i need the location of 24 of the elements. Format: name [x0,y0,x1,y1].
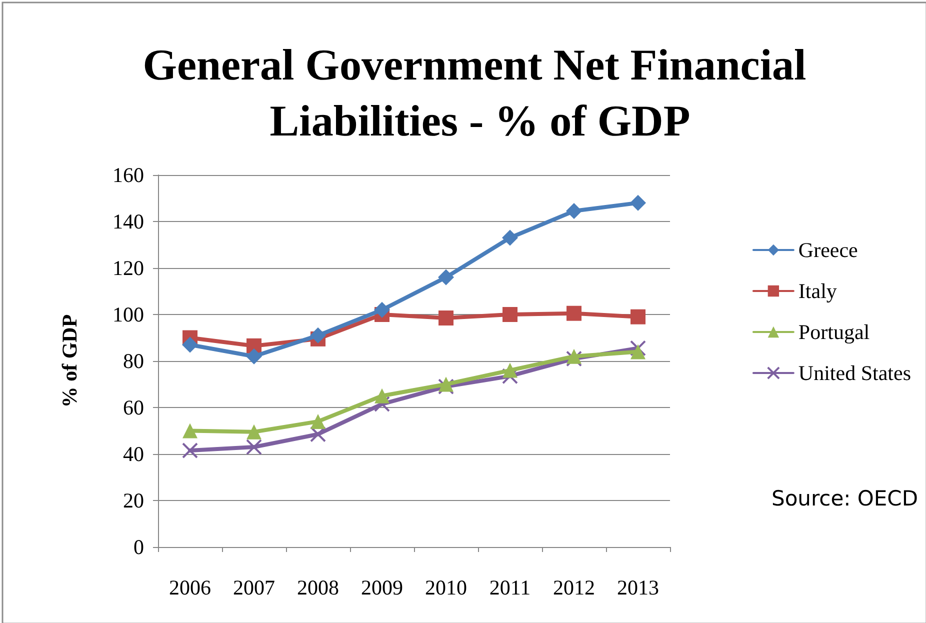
source-note: Source: OECD [771,486,918,510]
y-tick-label: 20 [123,488,144,512]
chart-title: General Government Net Financial Liabilities - % of GDP [142,40,818,146]
legend-label: United States [798,361,912,385]
x-tick-label: 2010 [425,576,467,600]
y-tick-label: 120 [112,256,144,280]
legend-label: Greece [798,238,858,262]
x-tick-label: 2008 [297,576,339,600]
y-tick-label: 160 [112,163,144,187]
y-tick-label: 140 [112,210,144,234]
x-tick-label: 2011 [489,576,531,600]
y-tick-label: 0 [134,535,144,559]
x-tick-label: 2012 [553,576,595,600]
legend-label: Portugal [798,320,870,344]
y-axis-title: % of GDP [58,314,82,408]
y-tick-label: 100 [112,302,144,326]
x-tick-label: 2007 [233,576,275,600]
x-tick-label: 2009 [361,576,403,600]
legend-label: Italy [798,279,838,303]
y-tick-label: 40 [123,442,144,466]
x-tick-label: 2013 [617,576,659,600]
x-tick-label: 2006 [169,576,211,600]
y-tick-label: 60 [123,396,144,420]
y-tick-label: 80 [123,349,144,373]
